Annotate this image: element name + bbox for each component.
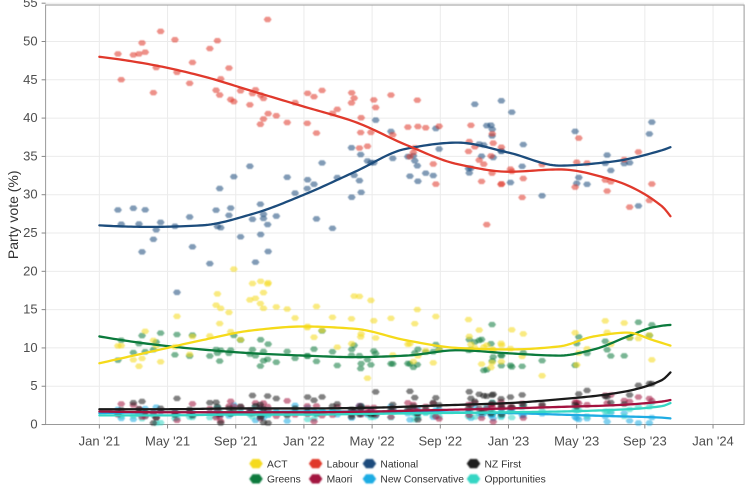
svg-text:Jan '22: Jan '22 (283, 434, 325, 449)
svg-text:May '22: May '22 (350, 434, 395, 449)
svg-text:Jan '24: Jan '24 (692, 434, 734, 449)
svg-text:35: 35 (23, 148, 37, 163)
svg-text:5: 5 (30, 378, 37, 393)
svg-text:40: 40 (23, 110, 37, 125)
svg-text:Jan '21: Jan '21 (79, 434, 121, 449)
svg-text:Sep '22: Sep '22 (418, 434, 462, 449)
svg-text:15: 15 (23, 302, 37, 317)
svg-text:Maori: Maori (327, 475, 353, 486)
svg-text:NZ First: NZ First (485, 459, 522, 470)
svg-text:55: 55 (23, 0, 37, 10)
svg-text:20: 20 (23, 263, 37, 278)
svg-text:New Conservative: New Conservative (380, 475, 464, 486)
svg-text:10: 10 (23, 340, 37, 355)
svg-text:Labour: Labour (327, 459, 360, 470)
svg-text:25: 25 (23, 225, 37, 240)
svg-text:0: 0 (30, 417, 37, 432)
svg-text:Sep '23: Sep '23 (623, 434, 667, 449)
svg-text:Opportunities: Opportunities (485, 475, 546, 486)
svg-text:Sep '21: Sep '21 (214, 434, 258, 449)
svg-text:Party vote (%): Party vote (%) (5, 170, 21, 259)
svg-text:50: 50 (23, 33, 37, 48)
svg-text:May '23: May '23 (554, 434, 599, 449)
svg-text:ACT: ACT (267, 459, 288, 470)
svg-text:National: National (380, 459, 418, 470)
svg-text:45: 45 (23, 72, 37, 87)
svg-text:Jan '23: Jan '23 (488, 434, 530, 449)
svg-text:30: 30 (23, 187, 37, 202)
svg-text:May '21: May '21 (145, 434, 190, 449)
svg-text:Greens: Greens (267, 475, 301, 486)
